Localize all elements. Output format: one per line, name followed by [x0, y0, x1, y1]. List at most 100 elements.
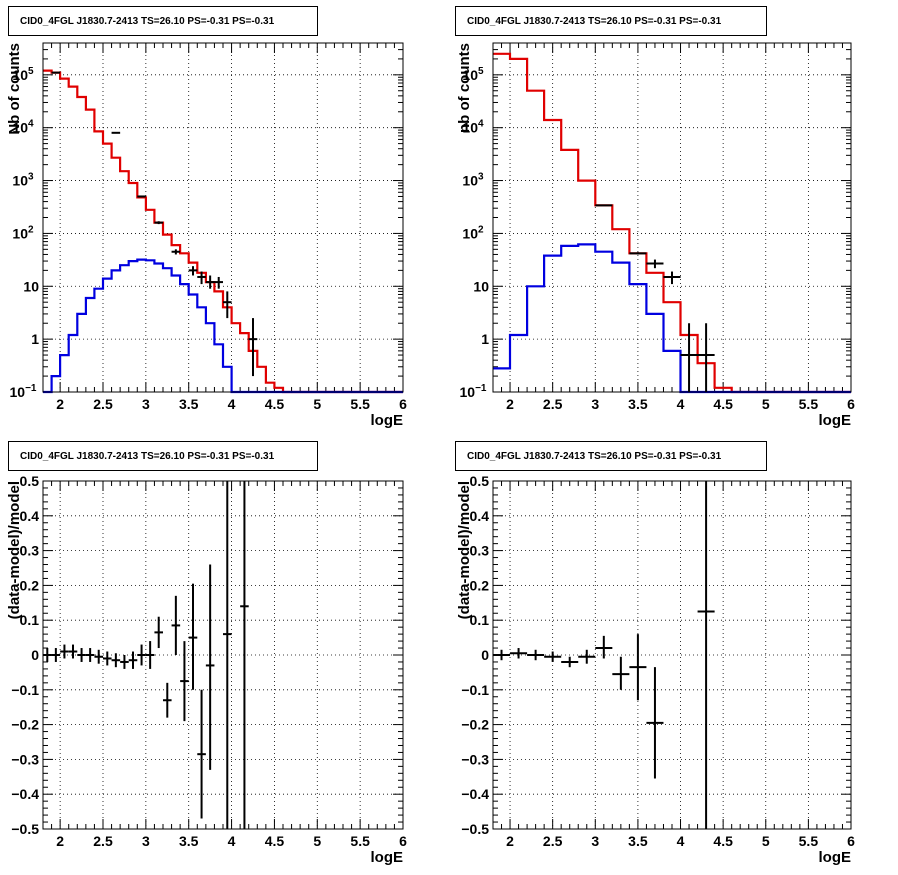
- y-tick-label: 0.4: [470, 508, 490, 524]
- data-point: [248, 318, 258, 377]
- y-tick-label: 104: [12, 119, 34, 136]
- y-tick-label: 0.2: [20, 577, 40, 593]
- y-tick-label: 10−1: [10, 383, 37, 400]
- data-point: [85, 648, 95, 662]
- y-tick-label: −0.2: [11, 717, 39, 733]
- y-tick-label: −0.5: [461, 821, 489, 837]
- x-tick-label: 4.5: [265, 396, 285, 412]
- plot-frame: [42, 42, 404, 393]
- data-point: [68, 644, 78, 659]
- data-point: [240, 481, 249, 829]
- x-tick-label: 3.5: [628, 396, 648, 412]
- y-tick-label: −0.2: [461, 717, 489, 733]
- grid: [43, 480, 404, 830]
- x-tick-label: 5.5: [799, 396, 819, 412]
- data-point: [205, 275, 215, 289]
- y-tick-label: 0.4: [20, 508, 40, 524]
- data-point: [214, 276, 223, 289]
- y-tick-label: 1: [481, 331, 489, 347]
- data-point: [171, 595, 181, 655]
- y-tick-label: 102: [462, 224, 484, 241]
- y-tick-label: −0.4: [461, 786, 489, 802]
- x-axis-title: logE: [819, 849, 852, 866]
- x-tick-label: 4.5: [713, 833, 733, 849]
- model-series-2: [493, 243, 851, 394]
- y-tick-label: −0.3: [461, 751, 489, 767]
- data-point: [137, 644, 146, 666]
- y-tick-label: −0.5: [11, 821, 39, 837]
- x-tick-label: 4: [677, 833, 685, 849]
- data-point: [697, 481, 715, 829]
- x-tick-label: 2: [56, 833, 64, 849]
- chart-pane-2: CID0_4FGL J1830.7-2413 TS=26.10 PS=-0.31…: [455, 6, 855, 429]
- data-point: [527, 649, 545, 661]
- y-tick-label: 105: [462, 66, 484, 83]
- y-axis-title: (data-model)/model: [6, 481, 23, 619]
- ticks: [492, 42, 852, 393]
- x-axis-title: logE: [371, 849, 404, 866]
- chart-pane-1: CID0_4FGL J1830.7-2413 TS=26.10 PS=-0.31…: [6, 6, 407, 429]
- x-tick-label: 3: [591, 833, 599, 849]
- x-tick-label: 4: [228, 396, 236, 412]
- data-point: [188, 583, 198, 690]
- y-tick-label: 102: [12, 224, 34, 241]
- x-tick-label: 5.5: [350, 396, 370, 412]
- data-point: [680, 323, 698, 392]
- x-tick-label: 5.5: [799, 833, 819, 849]
- x-tick-label: 2.5: [93, 396, 113, 412]
- x-tick-label: 6: [399, 396, 407, 412]
- data-point: [103, 651, 112, 666]
- y-axis-title: nb of counts: [456, 43, 473, 133]
- y-tick-label: −0.1: [461, 682, 489, 698]
- data-point: [60, 644, 69, 659]
- y-tick-label: 104: [462, 119, 484, 136]
- data-point: [646, 667, 664, 779]
- data-point: [629, 252, 647, 255]
- y-tick-label: 0.3: [20, 543, 40, 559]
- data-point: [154, 221, 163, 225]
- data-point: [612, 656, 630, 690]
- data-point: [578, 649, 596, 664]
- data-point: [43, 648, 52, 662]
- x-tick-label: 5: [313, 396, 321, 412]
- data-points: [43, 481, 249, 829]
- data-point: [663, 271, 681, 285]
- x-axis-title: logE: [819, 412, 852, 429]
- data-point: [595, 635, 613, 659]
- chart-title: CID0_4FGL J1830.7-2413 TS=26.10 PS=-0.31…: [467, 16, 722, 27]
- data-point: [111, 131, 121, 134]
- data-point: [223, 481, 232, 829]
- y-tick-label: −0.3: [11, 751, 39, 767]
- x-tick-label: 5: [762, 833, 770, 849]
- y-tick-label: 0: [481, 647, 489, 663]
- plot-frame: [42, 480, 404, 830]
- model-series-2: [43, 258, 403, 394]
- y-tick-label: 0.5: [470, 473, 490, 489]
- data-point: [697, 323, 715, 392]
- y-tick-label: 105: [12, 66, 34, 83]
- y-tick-label: 0: [31, 647, 39, 663]
- y-axis-title: Nb of counts: [6, 43, 23, 135]
- grid: [43, 43, 404, 393]
- data-point: [137, 195, 146, 198]
- data-point: [77, 648, 86, 662]
- x-tick-label: 2: [506, 833, 514, 849]
- data-point: [154, 616, 163, 649]
- data-point: [510, 648, 528, 659]
- data-point: [561, 656, 579, 668]
- data-point: [163, 682, 172, 718]
- grid: [493, 43, 852, 393]
- x-tick-label: 2.5: [543, 833, 563, 849]
- data-point: [180, 641, 189, 722]
- y-tick-label: 0.2: [470, 577, 490, 593]
- x-tick-label: 6: [399, 833, 407, 849]
- y-tick-label: 0.3: [470, 543, 490, 559]
- chart-pane-3: CID0_4FGL J1830.7-2413 TS=26.10 PS=-0.31…: [6, 441, 407, 866]
- chart-title: CID0_4FGL J1830.7-2413 TS=26.10 PS=-0.31…: [20, 451, 275, 462]
- data-point: [197, 271, 206, 285]
- ticks: [42, 480, 404, 830]
- data-point: [197, 689, 206, 819]
- plot-frame: [492, 42, 852, 393]
- ticks: [492, 480, 852, 830]
